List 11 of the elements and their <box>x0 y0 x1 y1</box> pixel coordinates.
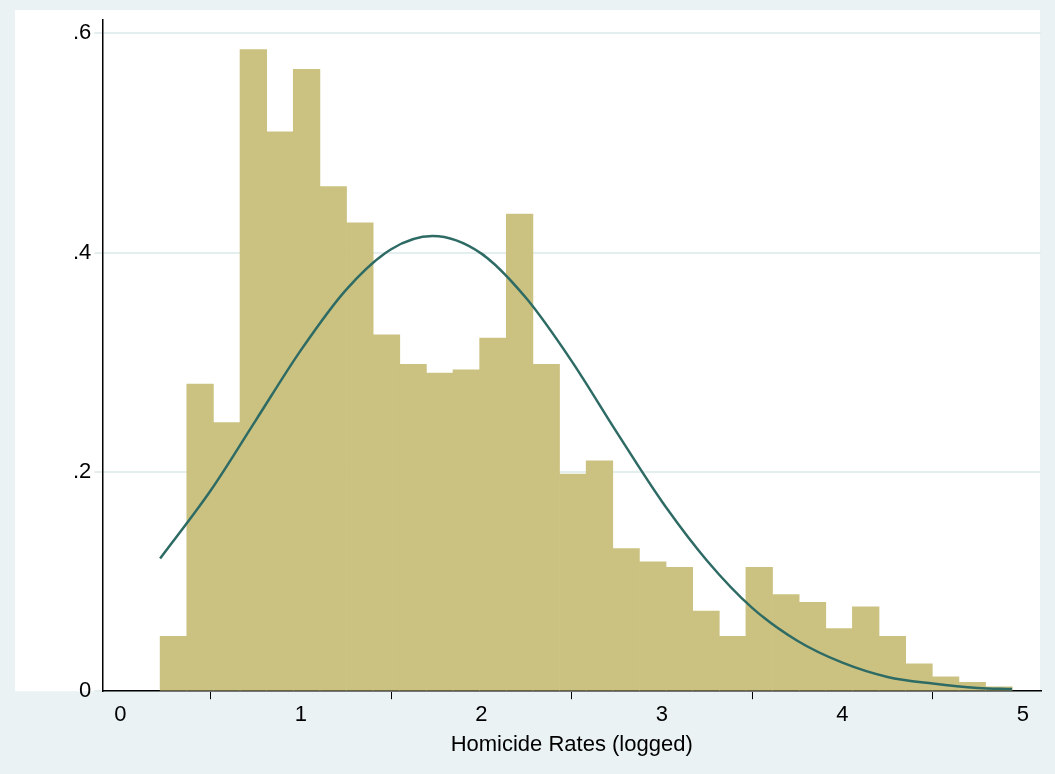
y-tick-label: 0 <box>79 677 92 703</box>
x-axis-title: Homicide Rates (logged) <box>450 730 693 756</box>
x-tick-label: 5 <box>1016 701 1030 727</box>
x-tick-label: 2 <box>475 701 488 727</box>
x-tick-label: 0 <box>114 701 127 727</box>
y-tick-label: .6 <box>72 19 92 45</box>
x-tick-label: 1 <box>294 701 308 727</box>
y-tick-label: .4 <box>72 238 92 264</box>
y-tick-label: .2 <box>72 457 92 483</box>
x-tick-label: 4 <box>836 701 849 727</box>
x-tick-label: 3 <box>655 701 669 727</box>
